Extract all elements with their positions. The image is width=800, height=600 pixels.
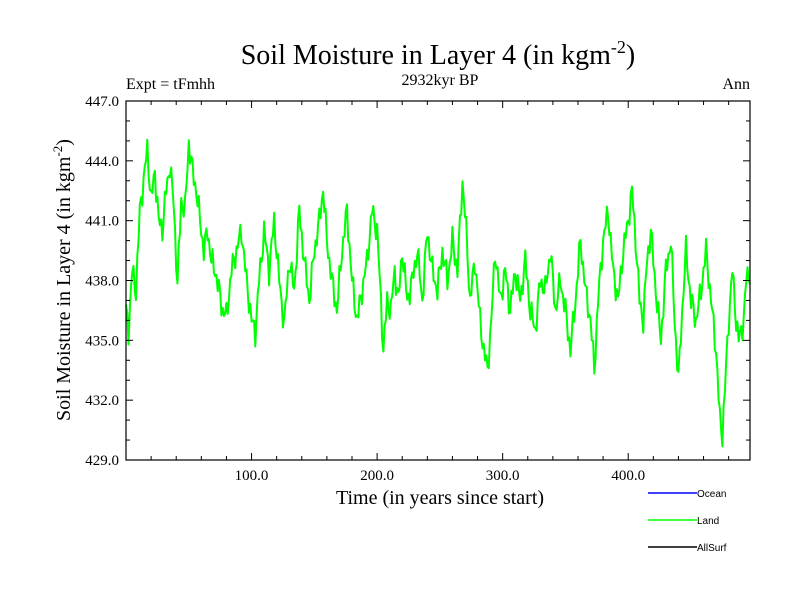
y-tick-label: 429.0 [85, 453, 119, 469]
x-tick-label: 300.0 [486, 468, 520, 484]
chart-title: Soil Moisture in Layer 4 (in kgm-2) [241, 37, 636, 71]
x-axis-label: Time (in years since start) [336, 487, 544, 509]
legend: Ocean Land AllSurf [648, 489, 727, 554]
x-tick-label: 400.0 [611, 468, 645, 484]
y-axis-label: Soil Moisture in Layer 4 (in kgm-2) [50, 139, 75, 421]
subtitle-left: Expt = tFmhh [126, 76, 215, 93]
legend-label-allsurf: AllSurf [697, 543, 727, 554]
y-tick-label: 441.0 [85, 214, 119, 230]
y-tick-label: 438.0 [85, 274, 119, 290]
y-tick-label: 435.0 [85, 333, 119, 349]
x-axis: 100.0 200.0 300.0 400.0 [150, 101, 730, 484]
y-tick-label: 444.0 [85, 154, 119, 170]
y-tick-label: 432.0 [85, 393, 119, 409]
y-axis: 429.0 432.0 435.0 438.0 441.0 444.0 447.0 [85, 94, 750, 469]
legend-label-ocean: Ocean [697, 489, 726, 500]
x-tick-label: 100.0 [235, 468, 269, 484]
plot-area [125, 100, 751, 461]
series-line-land [125, 138, 751, 448]
subtitle-center: 2932kyr BP [402, 72, 479, 89]
y-tick-label: 447.0 [85, 94, 119, 110]
x-tick-label: 200.0 [360, 468, 394, 484]
subtitle-right: Ann [722, 76, 750, 93]
legend-label-land: Land [697, 516, 719, 527]
